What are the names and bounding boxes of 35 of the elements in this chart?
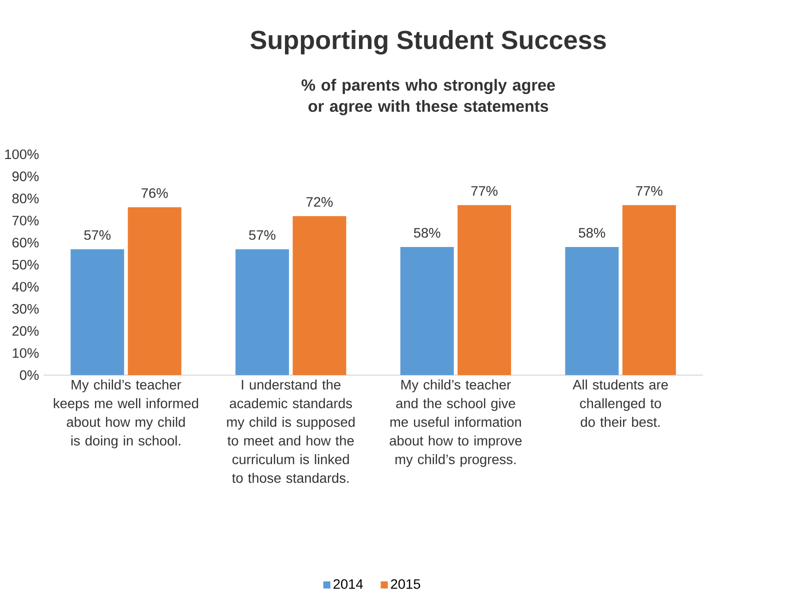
chart-title: Supporting Student Success	[250, 30, 606, 54]
data-label: 72%	[306, 197, 333, 207]
y-tick-label: 70%	[12, 216, 39, 226]
bar	[622, 205, 676, 376]
data-label: 57%	[249, 230, 276, 240]
y-tick-label: 10%	[12, 348, 39, 358]
y-tick-label: 30%	[12, 304, 39, 314]
data-label: 77%	[471, 186, 498, 196]
x-tick-label: All students are challenged to do their best.	[572, 379, 668, 427]
bar	[565, 246, 619, 376]
y-tick-label: 40%	[12, 282, 39, 292]
bar	[458, 205, 512, 376]
x-tick-label: My child’s teacher and the school give me useful information about how to improve my child’s progress.	[390, 379, 522, 467]
y-tick-label: 80%	[12, 194, 39, 204]
data-label: 58%	[578, 228, 606, 238]
legend-label: 2015	[390, 579, 420, 589]
x-tick-label: My child’s teacher keeps me well informed about how my child is doing in school.	[54, 379, 198, 448]
bar	[128, 207, 182, 376]
x-tick-label: I understand the academic standards my child is supposed to meet and how the curriculum is linked to those standards.	[227, 379, 355, 483]
y-tick-label: 60%	[12, 238, 39, 248]
legend-label: 2014	[334, 579, 363, 589]
data-label: 77%	[636, 186, 662, 196]
data-label: 76%	[142, 188, 168, 198]
y-tick-label: 90%	[12, 171, 39, 182]
bar	[292, 216, 346, 376]
y-tick-label: 100%	[5, 149, 39, 160]
y-tick-label: 50%	[12, 260, 39, 270]
bar	[70, 249, 124, 376]
y-tick-label: 0%	[20, 370, 39, 380]
bar	[235, 249, 289, 376]
y-tick-label: 20%	[12, 326, 39, 336]
chart-subtitle: % of parents who strongly agree or agree with these statements	[302, 78, 555, 116]
data-label: 57%	[84, 230, 111, 240]
bar	[400, 246, 454, 376]
data-label: 58%	[414, 228, 440, 238]
